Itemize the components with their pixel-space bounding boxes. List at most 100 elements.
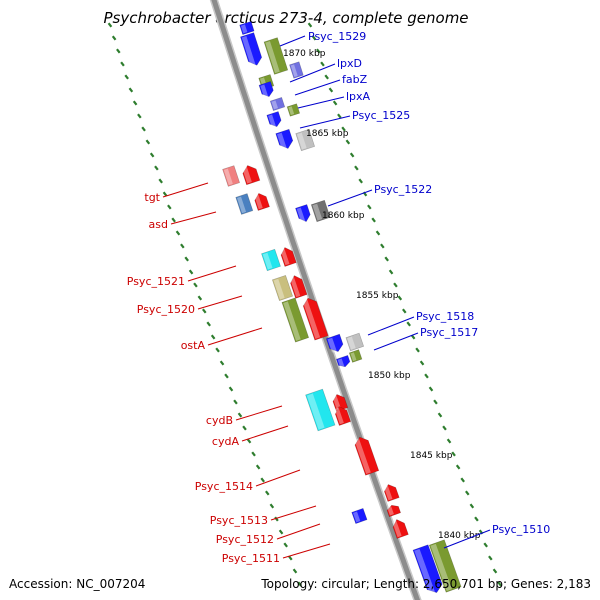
gene-feature[interactable]: [310, 199, 331, 223]
gene-label-reverse[interactable]: Psyc_1511: [222, 552, 280, 565]
gene-feature[interactable]: [240, 32, 263, 68]
gene-feature[interactable]: [241, 163, 261, 186]
gene-feature[interactable]: [391, 518, 409, 539]
gene-feature[interactable]: [258, 81, 275, 98]
gene-shape: [325, 333, 344, 352]
gene-shape: [354, 436, 380, 476]
outer-tick-dot: [328, 87, 334, 93]
gene-feature[interactable]: [222, 165, 241, 187]
gene-label-reverse[interactable]: Psyc_1512: [216, 533, 274, 546]
gene-shape: [332, 394, 349, 412]
outer-tick-dot: [437, 412, 443, 418]
gene-feature[interactable]: [351, 507, 368, 525]
inner-tick-dot: [297, 581, 302, 587]
inner-tick-dot: [242, 425, 247, 431]
gene-feature[interactable]: [412, 544, 444, 596]
gene-feature[interactable]: [253, 192, 270, 211]
gene-feature[interactable]: [353, 435, 380, 476]
gene-highlight: [280, 248, 290, 266]
gene-feature[interactable]: [325, 333, 344, 354]
gene-feature[interactable]: [348, 349, 363, 363]
gene-label-reverse[interactable]: tgt: [144, 191, 160, 204]
inner-tick-dot: [124, 74, 129, 80]
gene-shape: [345, 332, 365, 352]
gene-leader-line: [282, 543, 331, 559]
outer-tick-dot: [397, 295, 403, 301]
gene-shape: [242, 165, 261, 186]
gene-label-reverse[interactable]: asd: [149, 218, 168, 231]
gene-feature[interactable]: [289, 274, 308, 299]
inner-tick-dot: [288, 555, 293, 561]
gene-feature[interactable]: [275, 128, 295, 150]
gene-feature[interactable]: [266, 111, 283, 128]
gene-leader-line: [297, 96, 345, 109]
gene-feature[interactable]: [331, 392, 349, 412]
gene-label-forward[interactable]: Psyc_1525: [352, 109, 410, 122]
gene-feature[interactable]: [271, 274, 294, 302]
outer-tick-dot: [320, 61, 325, 67]
gene-feature[interactable]: [386, 503, 402, 518]
outer-tick-dot: [324, 74, 329, 80]
gene-label-forward[interactable]: Psyc_1510: [492, 523, 550, 536]
gene-feature[interactable]: [289, 61, 304, 79]
gene-highlight: [350, 352, 357, 362]
inner-tick-dot: [162, 191, 168, 197]
gene-label-forward[interactable]: Psyc_1529: [308, 30, 366, 43]
outer-tick-dot: [406, 321, 411, 327]
scale-label: 1865 kbp: [306, 129, 349, 139]
gene-feature[interactable]: [295, 204, 311, 224]
gene-label-reverse[interactable]: Psyc_1521: [127, 275, 185, 288]
inner-tick-dot: [255, 464, 261, 470]
outer-tick-dot: [415, 347, 420, 353]
gene-highlight: [430, 543, 452, 591]
gene-label-reverse[interactable]: cydB: [206, 414, 233, 427]
gene-label-forward[interactable]: lpxD: [337, 57, 362, 70]
inner-tick-dot: [145, 139, 151, 145]
gene-label-forward[interactable]: fabZ: [342, 73, 368, 86]
gene-shape: [295, 128, 316, 152]
gene-label-reverse[interactable]: Psyc_1520: [137, 303, 195, 316]
gene-shape: [336, 354, 351, 368]
gene-feature[interactable]: [235, 193, 254, 215]
gene-label-reverse[interactable]: cydA: [212, 435, 240, 448]
gene-leader-line: [255, 469, 301, 487]
outer-tick-dot: [341, 126, 346, 132]
outer-tick-dot: [424, 373, 429, 379]
gene-label-reverse[interactable]: Psyc_1513: [210, 514, 268, 527]
outer-tick-dot: [345, 139, 351, 145]
gene-highlight: [297, 132, 307, 150]
gene-feature[interactable]: [333, 405, 351, 426]
gene-label-reverse[interactable]: Psyc_1514: [195, 480, 253, 493]
gene-feature[interactable]: [286, 103, 301, 117]
inner-tick-dot: [202, 308, 207, 314]
gene-feature[interactable]: [239, 21, 255, 35]
inner-tick-dot: [175, 230, 181, 236]
gene-label-reverse[interactable]: ostA: [181, 339, 206, 352]
gene-feature[interactable]: [336, 354, 351, 368]
gene-highlight: [306, 393, 325, 430]
gene-label-forward[interactable]: Psyc_1522: [374, 183, 432, 196]
inner-tick-dot: [224, 373, 229, 379]
gene-highlight: [237, 196, 247, 214]
gene-feature[interactable]: [295, 128, 316, 152]
gene-feature[interactable]: [269, 97, 286, 111]
gene-feature[interactable]: [301, 296, 329, 341]
gene-highlight: [288, 106, 295, 116]
gene-feature[interactable]: [383, 482, 400, 502]
gene-label-forward[interactable]: Psyc_1517: [420, 326, 478, 339]
gene-feature[interactable]: [279, 246, 297, 267]
gene-feature[interactable]: [345, 332, 365, 352]
gene-feature[interactable]: [281, 297, 310, 343]
gene-feature[interactable]: [263, 37, 289, 75]
gene-label-forward[interactable]: Psyc_1518: [416, 310, 474, 323]
gene-highlight: [302, 299, 321, 339]
gene-feature[interactable]: [261, 248, 281, 272]
gene-highlight: [290, 64, 298, 77]
outer-tick-dot: [380, 243, 385, 249]
gene-label-forward[interactable]: lpxA: [346, 90, 371, 103]
gene-feature[interactable]: [428, 539, 462, 593]
outer-tick-dot: [371, 217, 376, 223]
gene-highlight: [240, 24, 248, 34]
gene-feature[interactable]: [305, 388, 336, 432]
gene-leader-line: [187, 265, 237, 282]
